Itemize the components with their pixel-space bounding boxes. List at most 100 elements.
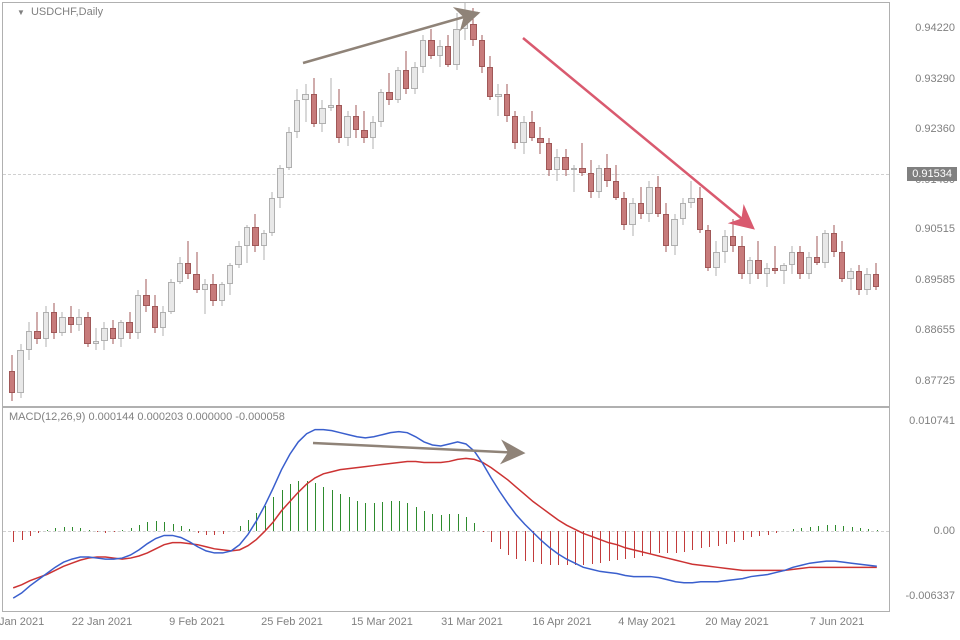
- x-axis-tick: 7 Jun 2021: [810, 616, 864, 628]
- x-axis-tick: 4 May 2021: [618, 616, 675, 628]
- macd-hist-bar: [583, 531, 584, 565]
- x-axis-tick: 6 Jan 2021: [0, 616, 44, 628]
- macd-hist-bar: [198, 531, 199, 533]
- macd-hist-bar: [625, 531, 626, 559]
- macd-hist-bar: [248, 520, 249, 531]
- macd-hist-bar: [365, 503, 366, 532]
- macd-hist-bar: [768, 531, 769, 535]
- macd-hist-bar: [751, 531, 752, 537]
- macd-hist-bar: [399, 501, 400, 532]
- macd-plot-area: [3, 408, 889, 611]
- macd-hist-bar: [64, 527, 65, 531]
- current-price-badge: 0.91534: [907, 167, 957, 181]
- macd-y-label: -0.006337: [905, 590, 955, 602]
- macd-hist-bar: [466, 517, 467, 531]
- macd-hist-bar: [282, 490, 283, 531]
- macd-hist-bar: [156, 521, 157, 531]
- macd-hist-bar: [508, 531, 509, 555]
- y-axis-label: 0.90515: [915, 223, 955, 235]
- macd-hist-bar: [801, 528, 802, 531]
- price-reference-line: [3, 174, 889, 175]
- macd-hist-bar: [458, 514, 459, 531]
- macd-hist-bar: [173, 524, 174, 531]
- macd-hist-bar: [868, 529, 869, 531]
- macd-hist-bar: [692, 531, 693, 550]
- macd-hist-bar: [483, 531, 484, 532]
- macd-hist-bar: [743, 531, 744, 539]
- macd-hist-bar: [818, 526, 819, 531]
- macd-hist-bar: [105, 531, 106, 533]
- macd-hist-bar: [877, 530, 878, 531]
- macd-hist-bar: [114, 531, 115, 532]
- macd-hist-bar: [810, 527, 811, 531]
- x-axis-tick: 20 May 2021: [705, 616, 769, 628]
- macd-hist-bar: [734, 531, 735, 541]
- macd-hist-bar: [676, 531, 677, 553]
- macd-hist-bar: [47, 530, 48, 531]
- macd-hist-bar: [307, 481, 308, 531]
- macd-hist-bar: [391, 501, 392, 532]
- macd-hist-bar: [852, 527, 853, 531]
- x-axis-tick: 31 Mar 2021: [441, 616, 503, 628]
- macd-hist-bar: [759, 531, 760, 536]
- macd-hist-bar: [701, 531, 702, 547]
- macd-hist-bar: [500, 531, 501, 548]
- macd-hist-bar: [38, 531, 39, 533]
- macd-hist-bar: [340, 494, 341, 531]
- macd-hist-bar: [72, 527, 73, 531]
- macd-hist-bar: [122, 530, 123, 531]
- macd-hist-bar: [449, 514, 450, 531]
- macd-hist-bar: [181, 526, 182, 531]
- macd-hist-bar: [13, 531, 14, 541]
- macd-hist-bar: [147, 522, 148, 531]
- macd-hist-bar: [315, 483, 316, 531]
- macd-hist-bar: [835, 525, 836, 531]
- y-axis-label: 0.92360: [915, 123, 955, 135]
- y-axis-label: 0.88655: [915, 324, 955, 336]
- macd-hist-bar: [827, 525, 828, 531]
- macd-hist-bar: [491, 531, 492, 541]
- macd-hist-bar: [332, 490, 333, 531]
- macd-hist-bar: [374, 503, 375, 532]
- macd-hist-bar: [256, 513, 257, 532]
- macd-hist-bar: [541, 531, 542, 564]
- x-axis-tick: 15 Mar 2021: [351, 616, 413, 628]
- macd-hist-bar: [441, 515, 442, 531]
- macd-hist-bar: [290, 484, 291, 531]
- macd-hist-bar: [97, 531, 98, 532]
- macd-hist-bar: [265, 506, 266, 532]
- y-axis-label: 0.89585: [915, 274, 955, 286]
- candle-plot-area: [3, 3, 889, 406]
- macd-hist-bar: [206, 531, 207, 535]
- x-axis-tick: 16 Apr 2021: [532, 616, 591, 628]
- macd-hist-bar: [432, 514, 433, 531]
- price-chart-panel[interactable]: ▼ USDCHF,Daily 0.942200.932900.923600.91…: [2, 2, 890, 407]
- x-axis-tick: 25 Feb 2021: [261, 616, 323, 628]
- macd-hist-bar: [416, 507, 417, 532]
- x-axis-tick: 9 Feb 2021: [169, 616, 225, 628]
- macd-hist-bar: [592, 531, 593, 564]
- y-axis-label: 0.94220: [915, 22, 955, 34]
- macd-hist-bar: [558, 531, 559, 565]
- macd-hist-bar: [89, 530, 90, 531]
- macd-hist-bar: [726, 531, 727, 543]
- macd-hist-bar: [550, 531, 551, 565]
- macd-hist-bar: [525, 531, 526, 561]
- x-axis: 6 Jan 2021 22 Jan 2021 9 Feb 2021 25 Feb 20…: [2, 616, 890, 636]
- macd-hist-bar: [349, 497, 350, 531]
- macd-hist-bar: [273, 497, 274, 531]
- macd-hist-bar: [600, 531, 601, 563]
- macd-hist-bar: [357, 501, 358, 532]
- y-axis-label: 0.87725: [915, 375, 955, 387]
- macd-hist-bar: [382, 502, 383, 532]
- macd-hist-bar: [30, 531, 31, 536]
- macd-hist-bar: [709, 531, 710, 546]
- macd-hist-bar: [407, 503, 408, 532]
- macd-chart-panel[interactable]: MACD(12,26,9) 0.000144 0.000203 0.000000…: [2, 407, 890, 612]
- macd-hist-bar: [533, 531, 534, 562]
- macd-hist-bar: [139, 525, 140, 531]
- x-axis-tick: 22 Jan 2021: [72, 616, 133, 628]
- macd-hist-bar: [240, 526, 241, 531]
- macd-hist-bar: [164, 522, 165, 531]
- y-axis-label: 0.93290: [915, 73, 955, 85]
